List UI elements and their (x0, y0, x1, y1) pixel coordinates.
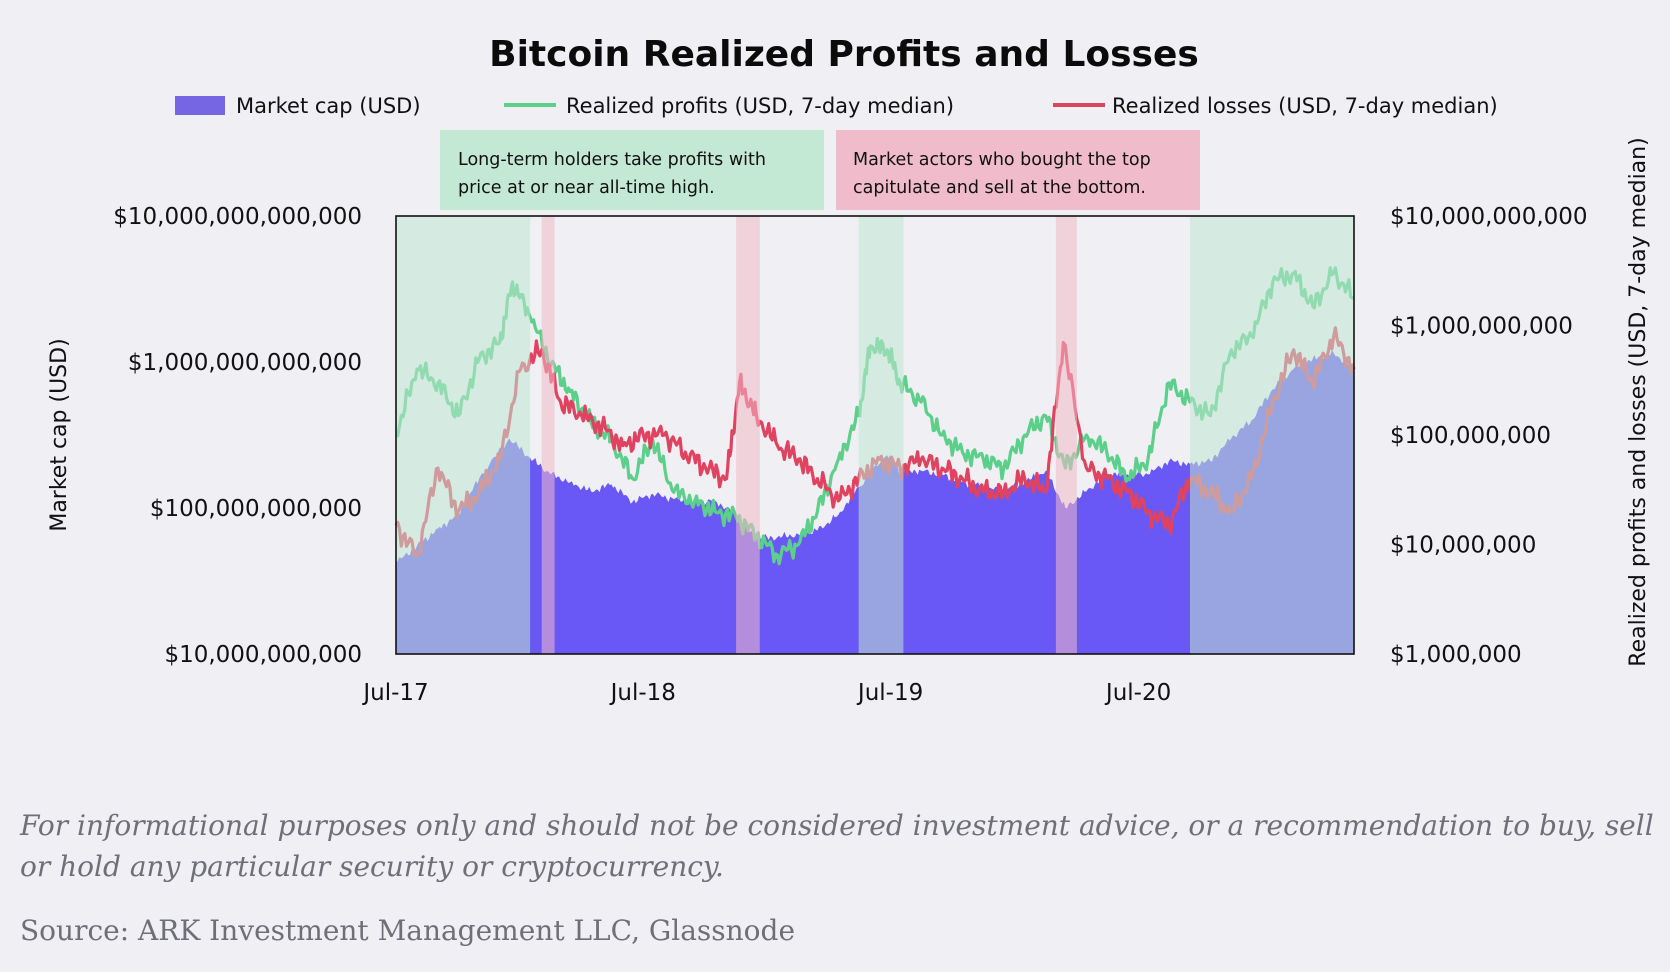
right-axis-label: Realized profits and losses (USD, 7-day … (1626, 137, 1651, 666)
legend-label-market-cap: Market cap (USD) (236, 94, 421, 118)
left-tick-label: $10,000,000,000,000 (113, 204, 362, 230)
highlight-bands-overlay (396, 216, 1354, 654)
band-profit-0 (396, 216, 531, 654)
band-loss-1 (541, 216, 555, 654)
x-tick-label: Jul-20 (1104, 680, 1171, 706)
right-tick-label: $1,000,000 (1390, 642, 1522, 668)
right-tick-label: $10,000,000,000 (1390, 204, 1588, 230)
annotations: Long-term holders take profits with pric… (440, 130, 1200, 210)
annotation-loss-line-2: capitulate and sell at the bottom. (853, 178, 1146, 198)
legend: Market cap (USD) Realized profits (USD, … (175, 94, 1498, 118)
x-tick-label: Jul-17 (361, 680, 428, 706)
annotation-box-loss (836, 130, 1200, 210)
annotation-profit-line-2: price at or near all-time high. (458, 178, 715, 198)
annotation-profit-line-1: Long-term holders take profits with (458, 150, 766, 170)
x-tick-label: Jul-18 (609, 680, 676, 706)
chart: Bitcoin Realized Profits and Losses Mark… (47, 34, 1651, 706)
band-loss-4 (1055, 216, 1077, 654)
band-profit-5 (1190, 216, 1354, 654)
chart-title: Bitcoin Realized Profits and Losses (489, 34, 1199, 75)
legend-swatch-market-cap (175, 96, 225, 115)
x-tick-label: Jul-19 (856, 680, 923, 706)
legend-label-losses: Realized losses (USD, 7-day median) (1112, 94, 1498, 118)
band-profit-3 (858, 216, 904, 654)
band-loss-2 (736, 216, 760, 654)
legend-label-profits: Realized profits (USD, 7-day median) (566, 94, 954, 118)
x-axis-ticks: Jul-17 Jul-18 Jul-19 Jul-20 (361, 680, 1171, 706)
left-axis-label: Market cap (USD) (47, 338, 72, 531)
left-tick-label: $10,000,000,000 (164, 642, 362, 668)
annotation-box-profit (440, 130, 824, 210)
source-note: Source: ARK Investment Management LLC, G… (20, 914, 796, 947)
right-axis-ticks: $1,000,000 $10,000,000 $100,000,000 $1,000,… (1390, 204, 1588, 668)
annotation-loss-line-1: Market actors who bought the top (853, 150, 1151, 170)
right-tick-label: $100,000,000 (1390, 423, 1551, 449)
disclaimer: For informational purposes only and shou… (20, 809, 1654, 883)
right-tick-label: $10,000,000 (1390, 533, 1536, 559)
left-tick-label: $100,000,000,000 (150, 496, 362, 522)
left-tick-label: $1,000,000,000,000 (128, 350, 362, 376)
left-axis-ticks: $10,000,000,000 $100,000,000,000 $1,000,00… (113, 204, 362, 668)
plot-frame (395, 215, 1355, 655)
right-tick-label: $1,000,000,000 (1390, 314, 1573, 340)
